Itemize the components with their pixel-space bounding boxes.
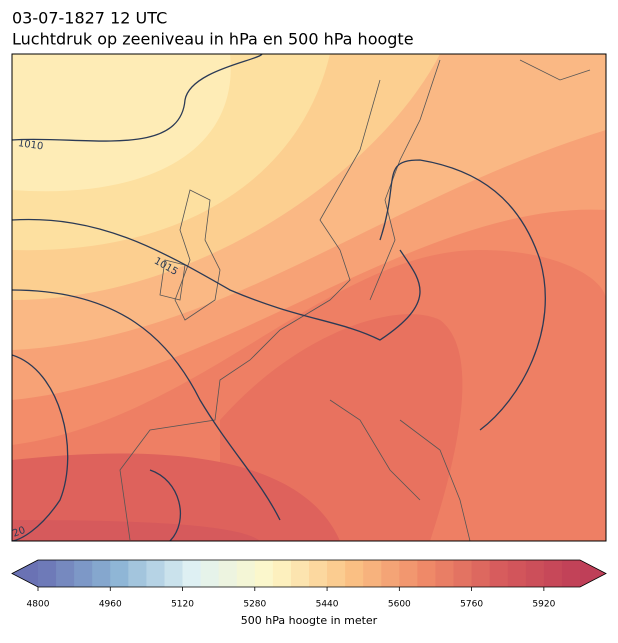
isobar-label: 1010	[17, 138, 44, 152]
map-frame	[11, 53, 607, 542]
colorbar-tick-label: 5920	[532, 600, 555, 610]
colorbar-swatch	[345, 560, 364, 587]
colorbar-tick-label: 5120	[171, 600, 194, 610]
colorbar-tick-label: 5760	[460, 600, 483, 610]
colorbar-swatch	[507, 560, 527, 587]
band	[12, 520, 260, 541]
colorbar-swatch	[399, 560, 418, 587]
colorbar-swatch	[164, 560, 184, 587]
colorbar-swatch	[471, 560, 491, 587]
map	[12, 54, 606, 541]
colorbar-swatch	[254, 560, 274, 587]
colorbar-extend-high	[580, 560, 606, 587]
colorbar-extend-low	[12, 560, 38, 587]
map-subtitle: Luchtdruk op zeeniveau in hPa en 500 hPa…	[12, 30, 414, 49]
colorbar-label: 500 hPa hoogte in meter	[241, 614, 378, 627]
colorbar-swatch	[453, 560, 473, 587]
colorbar-swatch	[327, 560, 346, 587]
colorbar-tick-label: 4960	[99, 600, 122, 610]
colorbar-swatch	[38, 560, 57, 587]
colorbar-swatch	[525, 560, 545, 587]
colorbar-swatch	[236, 560, 256, 587]
colorbar-swatch	[110, 560, 129, 587]
colorbar-swatch	[363, 560, 382, 587]
colorbar-swatch	[561, 560, 581, 587]
colorbar-swatch	[200, 560, 220, 587]
colorbar-swatch	[489, 560, 509, 587]
colorbar-swatch	[182, 560, 202, 587]
colorbar-swatch	[435, 560, 455, 587]
colorbar-swatch	[74, 560, 93, 587]
colorbar-swatch	[92, 560, 111, 587]
isobars	[12, 54, 546, 541]
colorbar-swatch	[309, 560, 328, 587]
colorbar-tick-label: 4800	[27, 600, 50, 610]
colorbar-swatch	[146, 560, 165, 587]
coastlines	[119, 59, 591, 541]
isobar-label: 20	[11, 525, 27, 540]
colorbar-tick-label: 5440	[316, 600, 339, 610]
colorbar: 4800 4960 5120 5280 5440 5600 5760 5920	[11, 559, 607, 610]
colorbar-tick-label: 5600	[388, 600, 411, 610]
colorbar-swatch	[128, 560, 147, 587]
colorbar-outline	[11, 559, 607, 588]
band	[12, 453, 340, 541]
colorbar-swatch	[417, 560, 436, 587]
colorbar-tick-label: 5280	[243, 600, 266, 610]
colorbar-swatch	[543, 560, 563, 587]
map-title: 03-07-1827 12 UTC	[12, 9, 167, 28]
colorbar-swatch	[272, 560, 292, 587]
colorbar-swatch	[56, 560, 75, 587]
colorbar-swatch	[290, 560, 310, 587]
colorbar-swatch	[218, 560, 238, 587]
colorbar-swatch	[381, 560, 400, 587]
